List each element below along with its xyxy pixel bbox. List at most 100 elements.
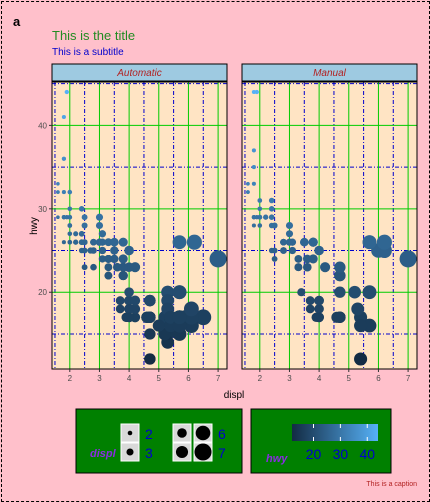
- data-point: [254, 89, 259, 95]
- data-point: [251, 215, 256, 220]
- data-point: [285, 230, 294, 238]
- data-point: [98, 246, 107, 255]
- size-legend-symbol: [194, 443, 212, 461]
- data-point: [87, 247, 94, 254]
- x-tick-label: 6: [186, 374, 191, 383]
- chart-subtitle: This is a subtitle: [52, 47, 124, 58]
- data-point: [314, 312, 324, 323]
- data-point: [110, 238, 119, 247]
- data-point: [351, 302, 365, 316]
- x-tick-label: 2: [68, 374, 73, 383]
- data-point: [67, 223, 73, 228]
- data-point: [118, 271, 128, 281]
- data-point: [124, 312, 134, 323]
- data-point: [144, 294, 156, 307]
- data-point: [81, 239, 88, 246]
- data-point: [209, 250, 227, 268]
- facet-strip-label: Automatic: [116, 68, 161, 79]
- data-point: [67, 214, 73, 220]
- data-point: [334, 269, 346, 282]
- size-legend-label: 2: [145, 426, 153, 442]
- data-point: [104, 271, 113, 280]
- data-point: [67, 189, 73, 195]
- data-point: [314, 245, 324, 256]
- data-point: [115, 296, 125, 306]
- size-legend-box: [75, 408, 243, 474]
- data-point: [64, 89, 69, 95]
- facet-panel-automatic: Automatic 2 3 4 5 6 7: [51, 63, 228, 383]
- data-point: [268, 206, 275, 212]
- data-point: [61, 114, 66, 120]
- data-point: [95, 238, 104, 246]
- data-point: [251, 223, 256, 228]
- data-point: [118, 254, 128, 264]
- facet-strip: [241, 63, 418, 82]
- data-point: [348, 285, 362, 299]
- data-point: [399, 250, 417, 268]
- x-tick-label: 5: [347, 374, 352, 383]
- size-legend-label: 7: [218, 445, 226, 461]
- data-point: [115, 304, 125, 314]
- color-legend-label: 20: [306, 446, 322, 462]
- data-point: [246, 190, 250, 194]
- color-legend-label: 30: [333, 446, 349, 462]
- x-tick-label: 4: [127, 374, 132, 383]
- size-legend-symbol: [195, 425, 211, 441]
- y-tick-label: 30: [38, 205, 47, 214]
- data-point: [354, 352, 368, 366]
- data-point: [144, 328, 156, 340]
- data-point: [104, 254, 113, 263]
- data-point: [61, 190, 66, 195]
- data-point: [303, 262, 312, 272]
- data-point: [263, 214, 269, 220]
- data-point: [334, 261, 346, 273]
- data-point: [67, 231, 73, 237]
- data-point: [81, 222, 88, 229]
- facet-panel-manual: Manual 2 3 4 5 6 7: [241, 63, 418, 383]
- x-tick-label: 7: [406, 374, 411, 383]
- data-point: [251, 148, 256, 153]
- data-point: [67, 206, 73, 212]
- color-legend-title: hwy: [266, 453, 288, 465]
- data-point: [81, 264, 88, 271]
- data-point: [271, 255, 278, 262]
- data-point: [354, 319, 368, 333]
- data-point: [183, 301, 199, 317]
- x-tick-label: 4: [317, 374, 322, 383]
- data-point: [257, 214, 263, 220]
- data-point: [73, 231, 79, 237]
- size-legend-title: displ: [90, 448, 117, 460]
- data-point: [78, 231, 85, 237]
- data-point: [334, 286, 346, 298]
- data-point: [362, 285, 377, 300]
- data-point: [61, 156, 66, 161]
- data-point: [98, 230, 107, 238]
- data-point: [172, 235, 187, 250]
- data-point: [334, 311, 346, 323]
- data-point: [285, 221, 294, 230]
- data-point: [280, 247, 287, 254]
- data-point: [61, 240, 66, 245]
- data-point: [78, 206, 85, 212]
- data-point: [300, 238, 309, 247]
- data-point: [308, 237, 318, 247]
- chart-title: This is the title: [52, 28, 136, 43]
- size-legend-label: 3: [145, 445, 153, 461]
- data-point: [280, 238, 287, 246]
- data-point: [56, 190, 60, 194]
- data-point: [90, 263, 97, 271]
- data-point: [104, 263, 113, 272]
- data-point: [95, 213, 104, 221]
- data-point: [172, 310, 187, 325]
- data-point: [362, 235, 377, 250]
- data-point: [144, 311, 156, 323]
- color-legend-label: 40: [359, 446, 375, 462]
- x-tick-label: 2: [258, 374, 263, 383]
- data-point: [285, 238, 294, 246]
- data-point: [113, 262, 122, 272]
- data-point: [257, 198, 263, 203]
- chart-caption: This is a caption: [366, 481, 417, 488]
- data-point: [110, 246, 119, 255]
